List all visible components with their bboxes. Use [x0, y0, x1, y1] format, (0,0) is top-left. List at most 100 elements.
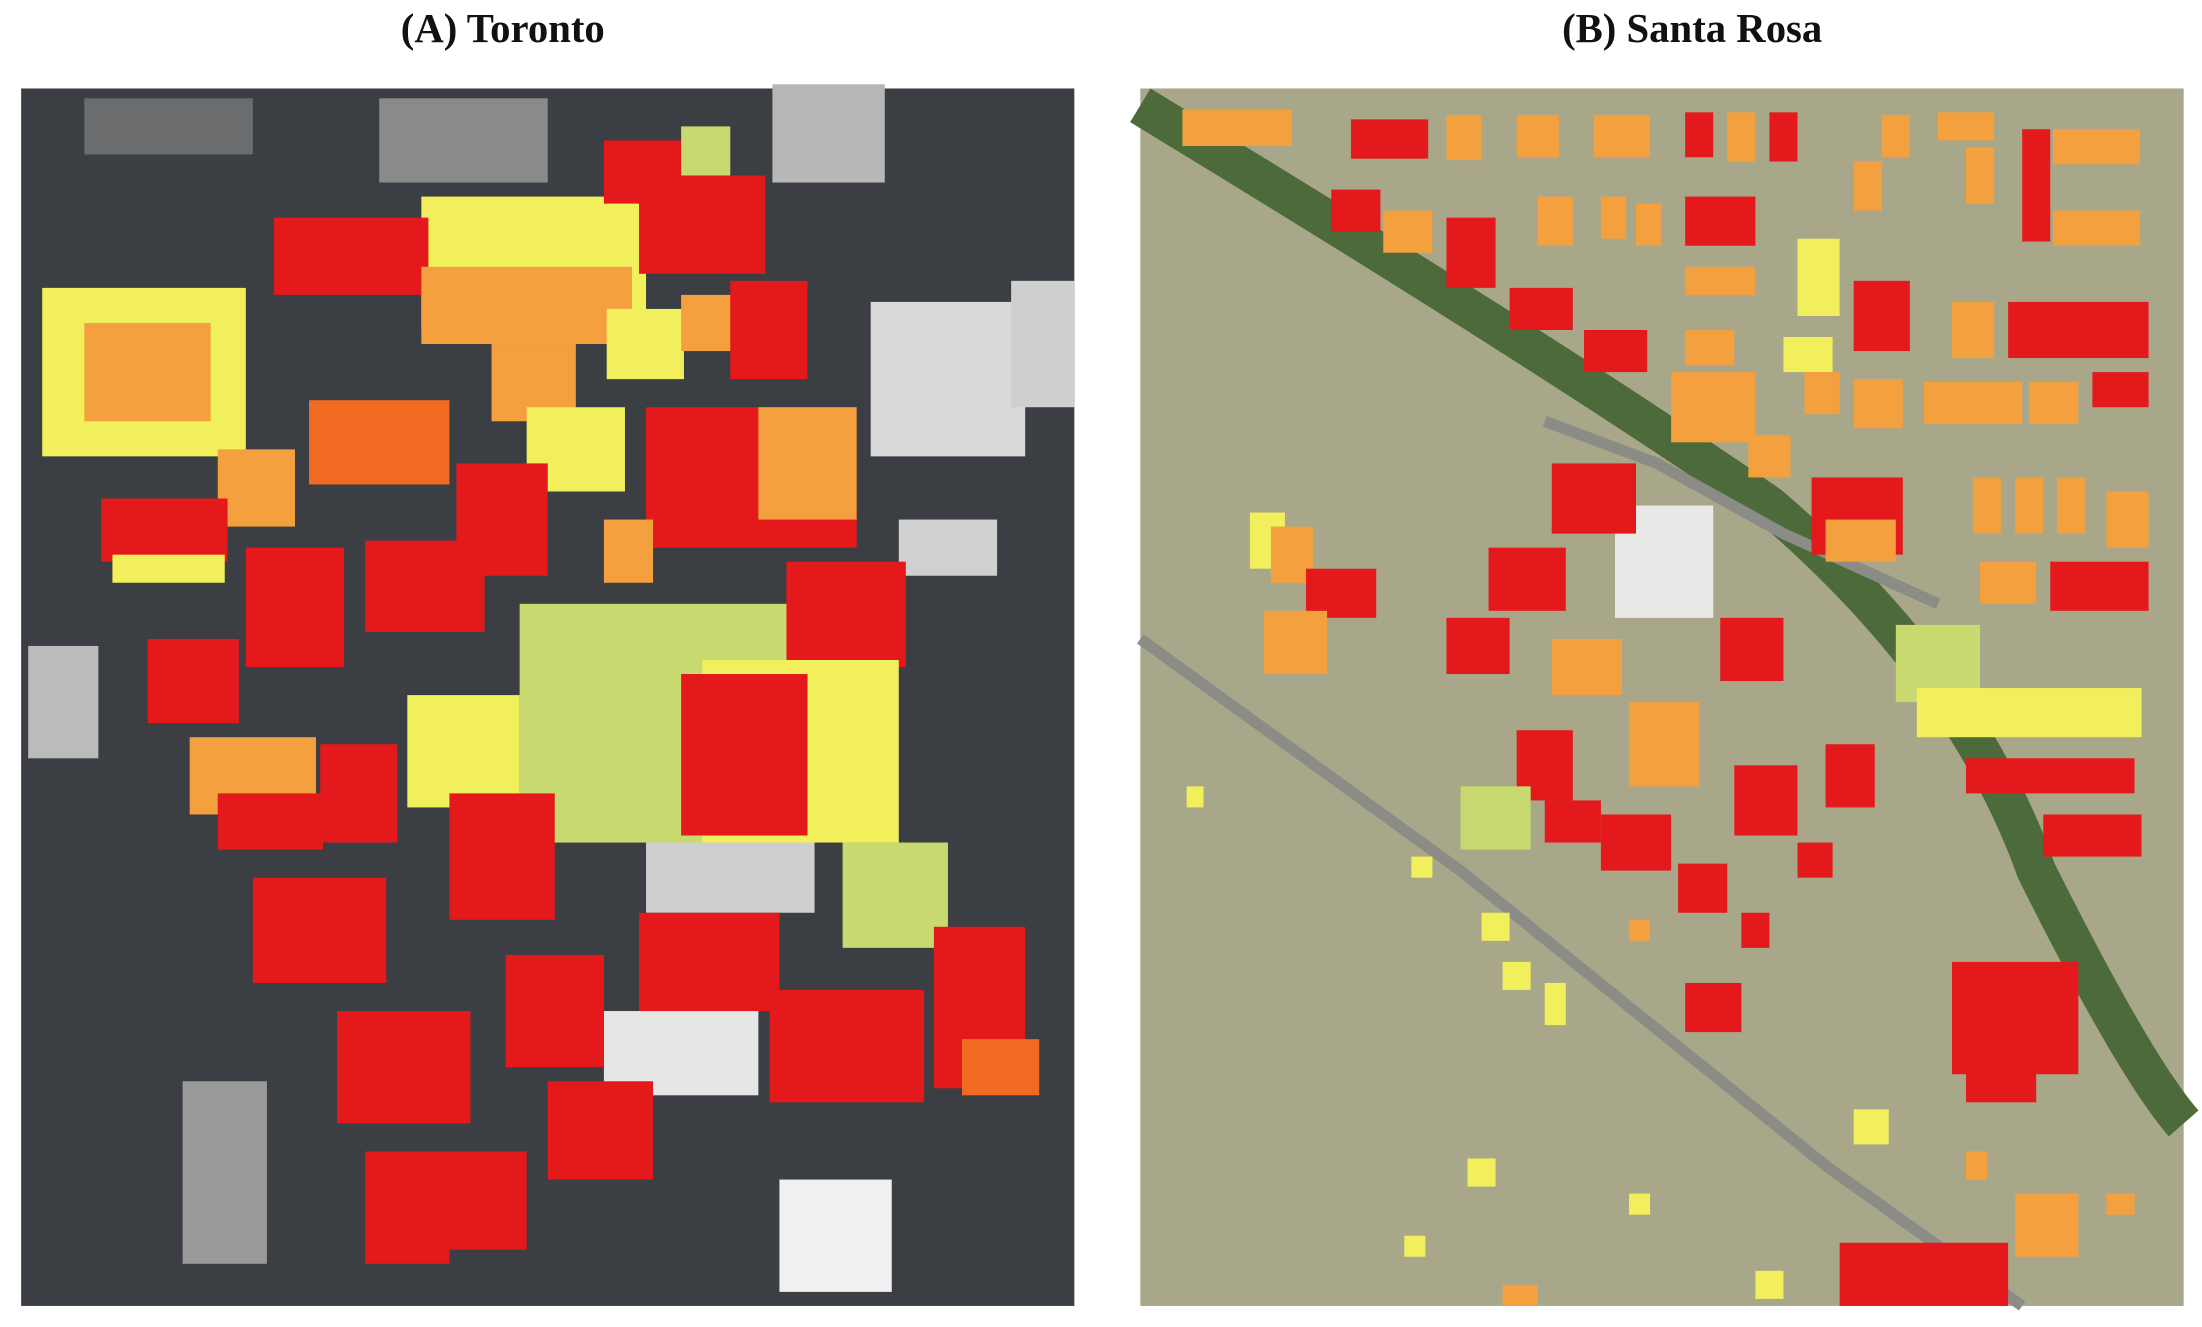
roof [2029, 381, 2079, 425]
roof [1671, 372, 1756, 443]
building [779, 1179, 892, 1292]
roof [2053, 210, 2141, 246]
roof [639, 912, 780, 1012]
roof [1825, 519, 1896, 562]
roof [1973, 477, 2002, 534]
roof [842, 842, 948, 948]
roof [1551, 463, 1637, 534]
roof [1636, 203, 1662, 246]
roof [1678, 863, 1728, 913]
roof [1537, 196, 1573, 246]
roof [2008, 301, 2149, 359]
roof [1748, 435, 1791, 478]
roof [2043, 814, 2142, 857]
panel-title: (B) Santa Rosa [1562, 6, 1822, 51]
roof [2057, 477, 2086, 534]
roof [1741, 912, 1770, 948]
roof [547, 1081, 654, 1180]
building [28, 645, 99, 759]
roof [217, 449, 295, 527]
roof [407, 695, 520, 808]
roof [1825, 744, 1875, 808]
roof [2015, 477, 2044, 534]
roof [1853, 1109, 1889, 1145]
roof [449, 793, 555, 920]
roof [1411, 856, 1433, 878]
roof [1797, 842, 1833, 878]
roof [1685, 112, 1714, 158]
roof [1951, 301, 1995, 359]
roof [1488, 547, 1566, 611]
roof [1350, 119, 1429, 159]
building [772, 84, 885, 183]
roof [1853, 280, 1910, 352]
roof [442, 1151, 527, 1250]
roof [2106, 491, 2149, 548]
roof [1551, 638, 1622, 696]
building [379, 98, 548, 183]
roof [1502, 1284, 1538, 1306]
roof [1783, 337, 1833, 373]
roof [758, 407, 857, 520]
roof [1544, 982, 1566, 1026]
roof [147, 638, 239, 724]
roof [217, 793, 324, 850]
roof [1460, 786, 1531, 850]
roof [2092, 372, 2149, 408]
roof [1966, 1053, 2037, 1103]
roof [606, 308, 684, 380]
roof [421, 266, 632, 345]
roof [1966, 147, 1995, 204]
roof [730, 280, 808, 380]
roof [1628, 702, 1700, 787]
roof [1916, 688, 2142, 738]
roof [1544, 800, 1601, 843]
roof [1755, 1270, 1784, 1299]
roof [1628, 1193, 1651, 1215]
roof [2053, 129, 2141, 165]
roof [1980, 561, 2037, 604]
roof [769, 989, 925, 1103]
roof [2015, 1193, 2079, 1257]
roof [1769, 112, 1798, 162]
roof [1853, 161, 1882, 211]
roof [1720, 617, 1784, 682]
roof [1839, 1242, 2009, 1306]
roof [84, 322, 211, 422]
roof [1186, 786, 1204, 808]
roof [2022, 129, 2051, 242]
roof [1797, 238, 1840, 316]
roof [1446, 115, 1482, 161]
roof [1509, 287, 1573, 330]
roof [1853, 379, 1903, 429]
roof [1727, 112, 1756, 162]
road [1542, 416, 1941, 609]
building [870, 301, 1026, 457]
roof [1685, 982, 1742, 1033]
roof [1383, 210, 1433, 253]
building [1011, 280, 1075, 408]
roof [1600, 196, 1627, 239]
toronto-image [21, 84, 1075, 1306]
roof [1331, 189, 1381, 232]
building [182, 1081, 267, 1264]
roof [309, 400, 450, 485]
roof [1593, 115, 1651, 158]
roof [681, 674, 808, 836]
roof [1966, 758, 2135, 794]
roof [681, 126, 731, 176]
roof [1584, 329, 1648, 373]
building [898, 519, 998, 576]
roof [2050, 561, 2149, 611]
santa-rosa-image [1130, 88, 2199, 1311]
roof [1446, 617, 1510, 675]
roof [2106, 1193, 2135, 1215]
roof [1685, 329, 1735, 366]
roof [505, 954, 604, 1068]
roof [273, 217, 429, 295]
roof [1446, 217, 1496, 288]
roof [1306, 568, 1377, 618]
roof [1966, 1151, 1988, 1180]
roof [112, 554, 225, 583]
